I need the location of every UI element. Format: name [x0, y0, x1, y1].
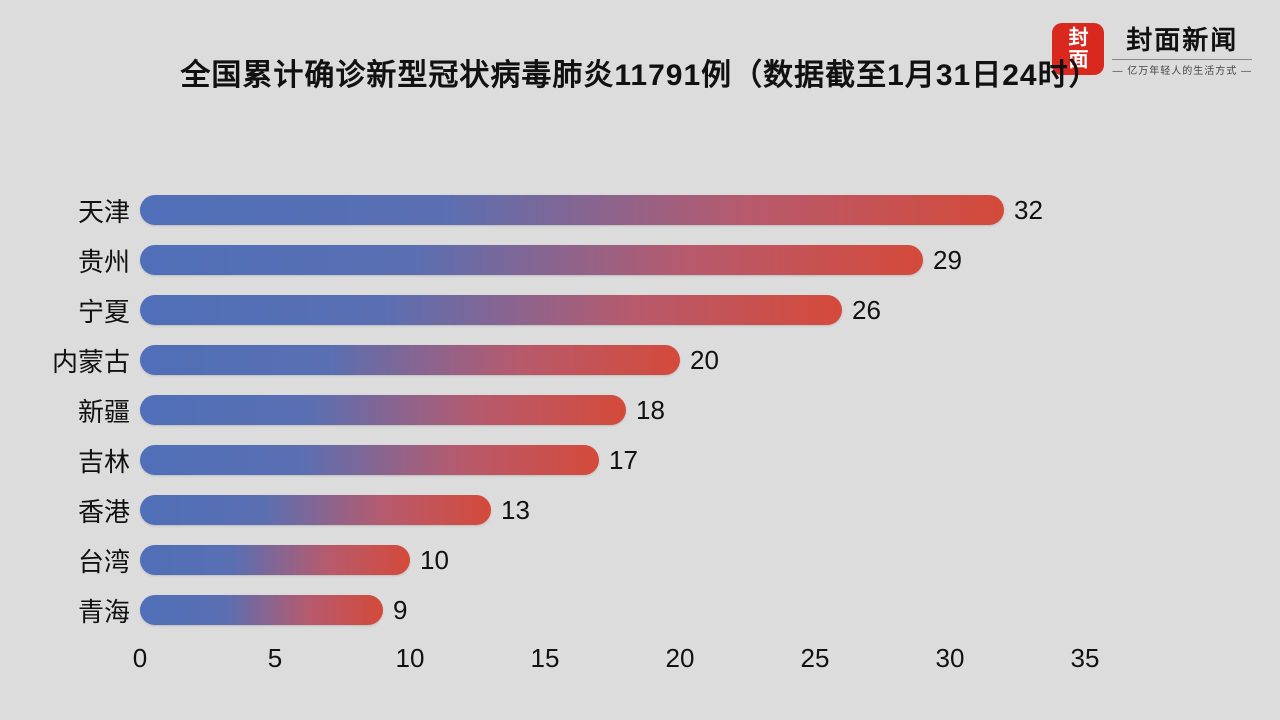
bar-value: 10: [420, 545, 449, 576]
bar: [140, 395, 626, 425]
x-axis-tick: 15: [531, 643, 560, 674]
x-axis-tick: 5: [268, 643, 282, 674]
bar-value: 26: [852, 295, 881, 326]
x-axis-tick: 10: [396, 643, 425, 674]
bar-row: 台湾10: [140, 535, 1085, 585]
logo-badge-line1: 封: [1068, 27, 1088, 49]
bar-value: 29: [933, 245, 962, 276]
y-axis-label: 天津: [78, 192, 140, 229]
bar: [140, 595, 383, 625]
bar: [140, 295, 842, 325]
bar-value: 13: [501, 495, 530, 526]
y-axis-label: 吉林: [78, 442, 140, 479]
x-axis: 05101520253035: [140, 635, 1085, 675]
bar-row: 香港13: [140, 485, 1085, 535]
bar-chart: 天津32贵州29宁夏26内蒙古20新疆18吉林17香港13台湾10青海9 051…: [140, 185, 1085, 660]
y-axis-label: 宁夏: [78, 292, 140, 329]
x-axis-tick: 35: [1071, 643, 1100, 674]
bar: [140, 195, 1004, 225]
y-axis-label: 新疆: [78, 392, 140, 429]
y-axis-label: 台湾: [78, 542, 140, 579]
bar: [140, 345, 680, 375]
x-axis-tick: 30: [936, 643, 965, 674]
bar-value: 18: [636, 395, 665, 426]
bar-row: 贵州29: [140, 235, 1085, 285]
bar-value: 9: [393, 595, 407, 626]
chart-title: 全国累计确诊新型冠状病毒肺炎11791例（数据截至1月31日24时）: [0, 50, 1280, 94]
y-axis-label: 内蒙古: [52, 342, 140, 379]
bar: [140, 445, 599, 475]
bar-row: 内蒙古20: [140, 335, 1085, 385]
bar-value: 20: [690, 345, 719, 376]
bar-row: 青海9: [140, 585, 1085, 635]
x-axis-tick: 20: [666, 643, 695, 674]
y-axis-label: 青海: [78, 592, 140, 629]
plot-area: 天津32贵州29宁夏26内蒙古20新疆18吉林17香港13台湾10青海9: [140, 185, 1085, 635]
x-axis-tick: 25: [801, 643, 830, 674]
bar: [140, 245, 923, 275]
x-axis-tick: 0: [133, 643, 147, 674]
bar-row: 新疆18: [140, 385, 1085, 435]
bar-value: 32: [1014, 195, 1043, 226]
bar: [140, 545, 410, 575]
y-axis-label: 贵州: [78, 242, 140, 279]
bar-row: 吉林17: [140, 435, 1085, 485]
y-axis-label: 香港: [78, 492, 140, 529]
bar-value: 17: [609, 445, 638, 476]
bar: [140, 495, 491, 525]
bar-row: 天津32: [140, 185, 1085, 235]
bar-row: 宁夏26: [140, 285, 1085, 335]
